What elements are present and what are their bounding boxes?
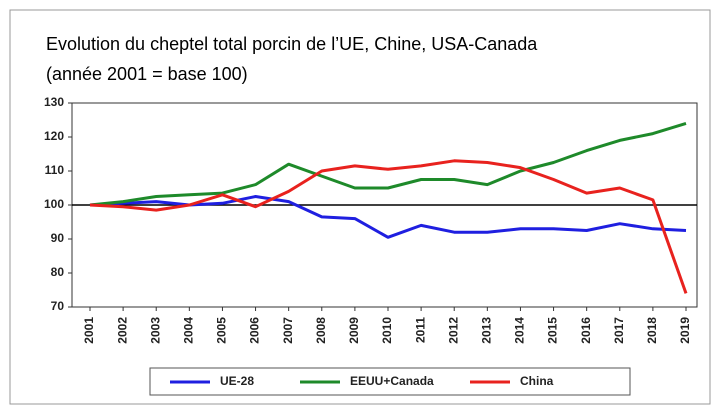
x-tick-label: 2013 [480, 317, 494, 344]
y-tick-label: 80 [51, 265, 65, 279]
legend-box [149, 367, 631, 396]
x-tick-label: 2014 [513, 317, 527, 344]
y-tick-label: 120 [44, 129, 64, 143]
x-tick-label: 2008 [314, 317, 328, 344]
legend-label: EEUU+Canada [350, 374, 434, 388]
chart-title: Evolution du cheptel total porcin de l’U… [46, 34, 538, 54]
x-tick-label: 2018 [645, 317, 659, 344]
y-tick-label: 110 [45, 163, 65, 177]
y-tick-label: 90 [51, 231, 65, 245]
y-tick-label: 100 [44, 197, 64, 211]
legend-label: China [520, 374, 554, 388]
x-tick-label: 2009 [347, 317, 361, 344]
y-tick-label: 130 [44, 95, 64, 109]
x-tick-label: 2015 [546, 317, 560, 344]
x-tick-label: 2012 [446, 317, 460, 344]
x-tick-label: 2019 [678, 317, 692, 344]
x-tick-label: 2001 [82, 317, 96, 344]
y-tick-label: 70 [51, 299, 65, 313]
x-tick-label: 2003 [148, 317, 162, 344]
x-tick-label: 2007 [281, 317, 295, 344]
x-tick-label: 2004 [182, 317, 196, 344]
chart-subtitle: (année 2001 = base 100) [46, 64, 248, 84]
line-series [89, 121, 687, 207]
x-tick-label: 2005 [215, 317, 229, 344]
x-tick-label: 2006 [248, 317, 262, 344]
x-tick-label: 2016 [579, 317, 593, 344]
line-series [89, 159, 688, 294]
legend-label: UE-28 [220, 374, 254, 388]
x-tick-label: 2017 [612, 317, 626, 344]
x-tick-label: 2010 [380, 317, 394, 344]
x-tick-label: 2011 [413, 317, 427, 343]
x-tick-label: 2002 [115, 317, 129, 344]
